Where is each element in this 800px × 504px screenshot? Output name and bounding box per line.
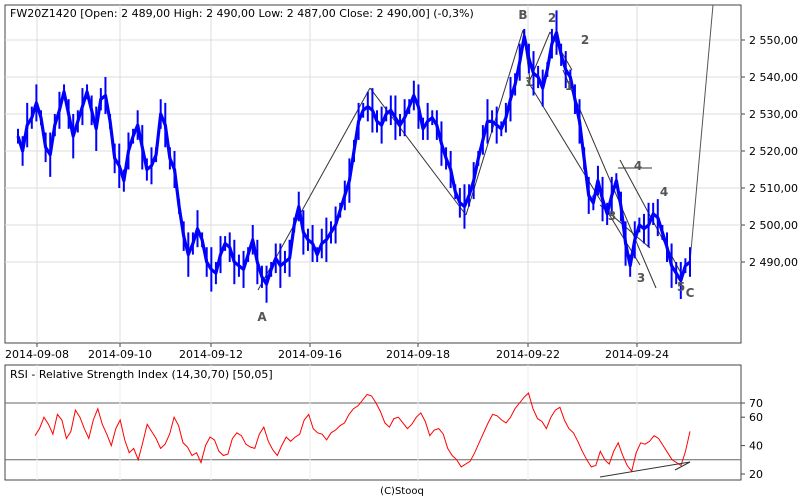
chart-title: FW20Z1420 [Open: 2 489,00 High: 2 490,00… [10, 7, 474, 20]
wave-label: B [518, 8, 527, 22]
elliott-wave-labels: A B C 1 1 2 2 3 3 4 4 5 [257, 8, 694, 324]
rsi-panel-frame [4, 364, 742, 481]
wave-label: 4 [634, 159, 642, 173]
wave-line [562, 69, 657, 289]
wave-label: 5 [677, 280, 685, 294]
footer-credit: (C)Stooq [380, 486, 424, 497]
wave-line [689, 4, 714, 263]
price-x-tick-label: 2014-09-12 [179, 348, 243, 361]
price-x-tick-label: 2014-09-16 [278, 348, 342, 361]
wave-line [526, 79, 641, 266]
rsi-y-tick-label: 70 [749, 397, 763, 410]
wave-label: 4 [660, 185, 668, 199]
wave-label: 1 [565, 79, 573, 93]
price-y-tick-label: 2 510,00 [749, 182, 798, 195]
price-y-tick-label: 2 550,00 [749, 34, 798, 47]
rsi-grid [5, 365, 741, 480]
rsi-y-tick-label: 40 [749, 440, 763, 453]
price-y-tick-label: 2 520,00 [749, 145, 798, 158]
rsi-trendline [674, 461, 691, 471]
price-y-tick-label: 2 490,00 [749, 256, 798, 269]
price-x-tick-label: 2014-09-22 [496, 348, 560, 361]
rsi-trendline [599, 461, 691, 478]
wave-label: 3 [637, 271, 645, 285]
wave-label: A [257, 310, 267, 324]
price-x-tick-label: 2014-09-10 [88, 348, 152, 361]
rsi-line [34, 392, 691, 473]
price-y-tick-label: 2 540,00 [749, 71, 798, 84]
price-x-axis: 2014-09-08 2014-09-10 2014-09-12 2014-09-16… [5, 343, 669, 361]
rsi-y-tick-label: 60 [749, 411, 763, 424]
wave-label: C [686, 286, 695, 300]
price-x-tick-label: 2014-09-24 [605, 348, 669, 361]
wave-label: 2 [581, 33, 589, 47]
price-x-tick-label: 2014-09-18 [386, 348, 450, 361]
rsi-trendline [599, 461, 691, 478]
wave-label: 3 [608, 209, 616, 223]
rsi-series [34, 392, 691, 473]
price-series [16, 10, 692, 303]
price-y-tick-label: 2 530,00 [749, 108, 798, 121]
price-panel-frame [4, 4, 742, 344]
price-x-tick-label: 2014-09-08 [5, 348, 69, 361]
wave-label: 1 [525, 75, 533, 89]
wave-label: 2 [548, 11, 556, 25]
price-y-axis: 2 490,00 2 500,00 2 510,00 2 520,00 2 530,00… [741, 34, 798, 269]
rsi-title: RSI - Relative Strength Index (14,30,70)… [10, 368, 273, 381]
price-y-tick-label: 2 500,00 [749, 219, 798, 232]
rsi-y-tick-label: 20 [749, 468, 763, 481]
